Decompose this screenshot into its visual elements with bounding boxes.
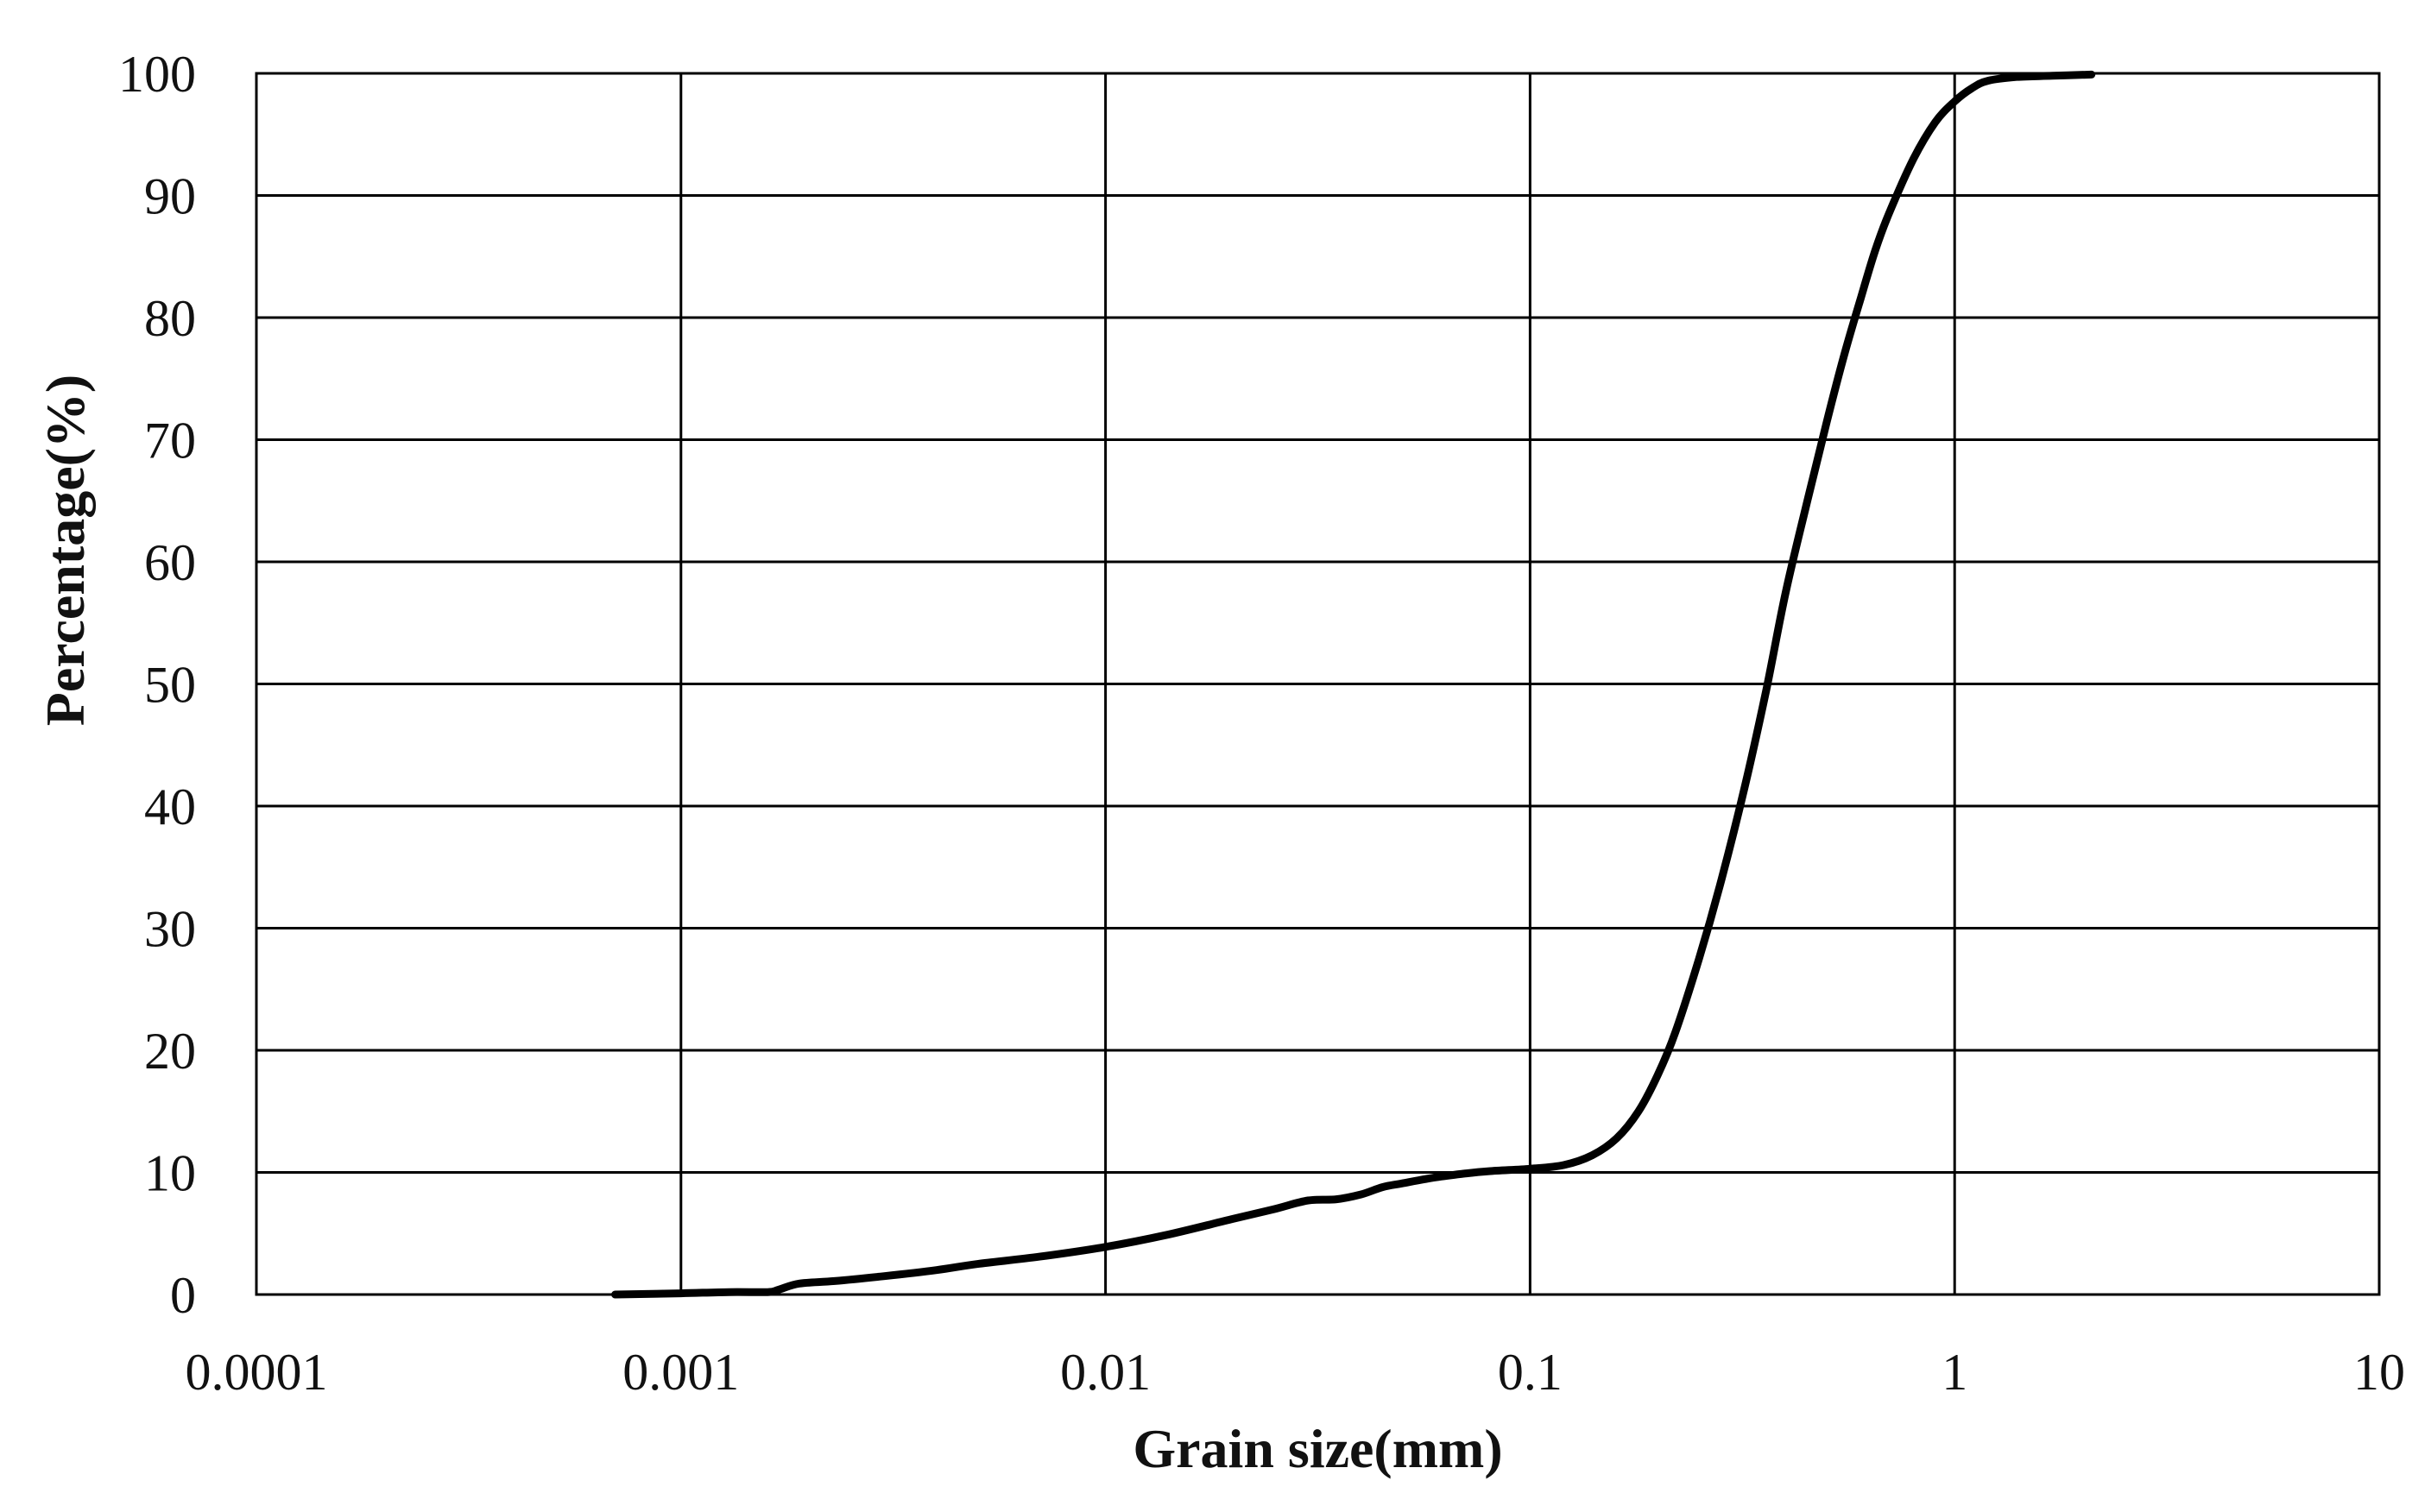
plot-area-frame [255,72,2381,1296]
x-axis-title: Grain size(mm) [1133,1418,1502,1479]
series-layer [611,70,2096,1299]
series-line-0 [611,70,2096,1299]
x-tick-label: 0.0001 [186,1344,328,1401]
x-tick-labels: 0.0001 0.001 0.01 0.1 1 10 [186,1344,2406,1401]
y-tick-label: 20 [144,1023,196,1080]
y-tick-label: 70 [144,413,196,469]
y-tick-label: 30 [144,901,196,958]
x-tick-label: 0.001 [622,1344,739,1401]
y-tick-labels: 0 10 20 30 40 50 60 70 80 90 100 [118,46,196,1324]
x-tick-label: 0.1 [1498,1344,1563,1401]
y-tick-label: 100 [118,46,196,103]
y-tick-label: 60 [144,534,196,591]
y-tick-label: 80 [144,290,196,347]
x-tick-label: 0.01 [1060,1344,1151,1401]
y-axis-title: Percentage(%) [35,375,96,727]
y-tick-label: 0 [170,1267,196,1324]
y-tick-label: 40 [144,778,196,835]
y-tick-label: 50 [144,657,196,714]
x-tick-label: 10 [2353,1344,2405,1401]
x-tick-label: 1 [1942,1344,1967,1401]
y-tick-label: 10 [144,1145,196,1202]
y-tick-label: 90 [144,168,196,225]
